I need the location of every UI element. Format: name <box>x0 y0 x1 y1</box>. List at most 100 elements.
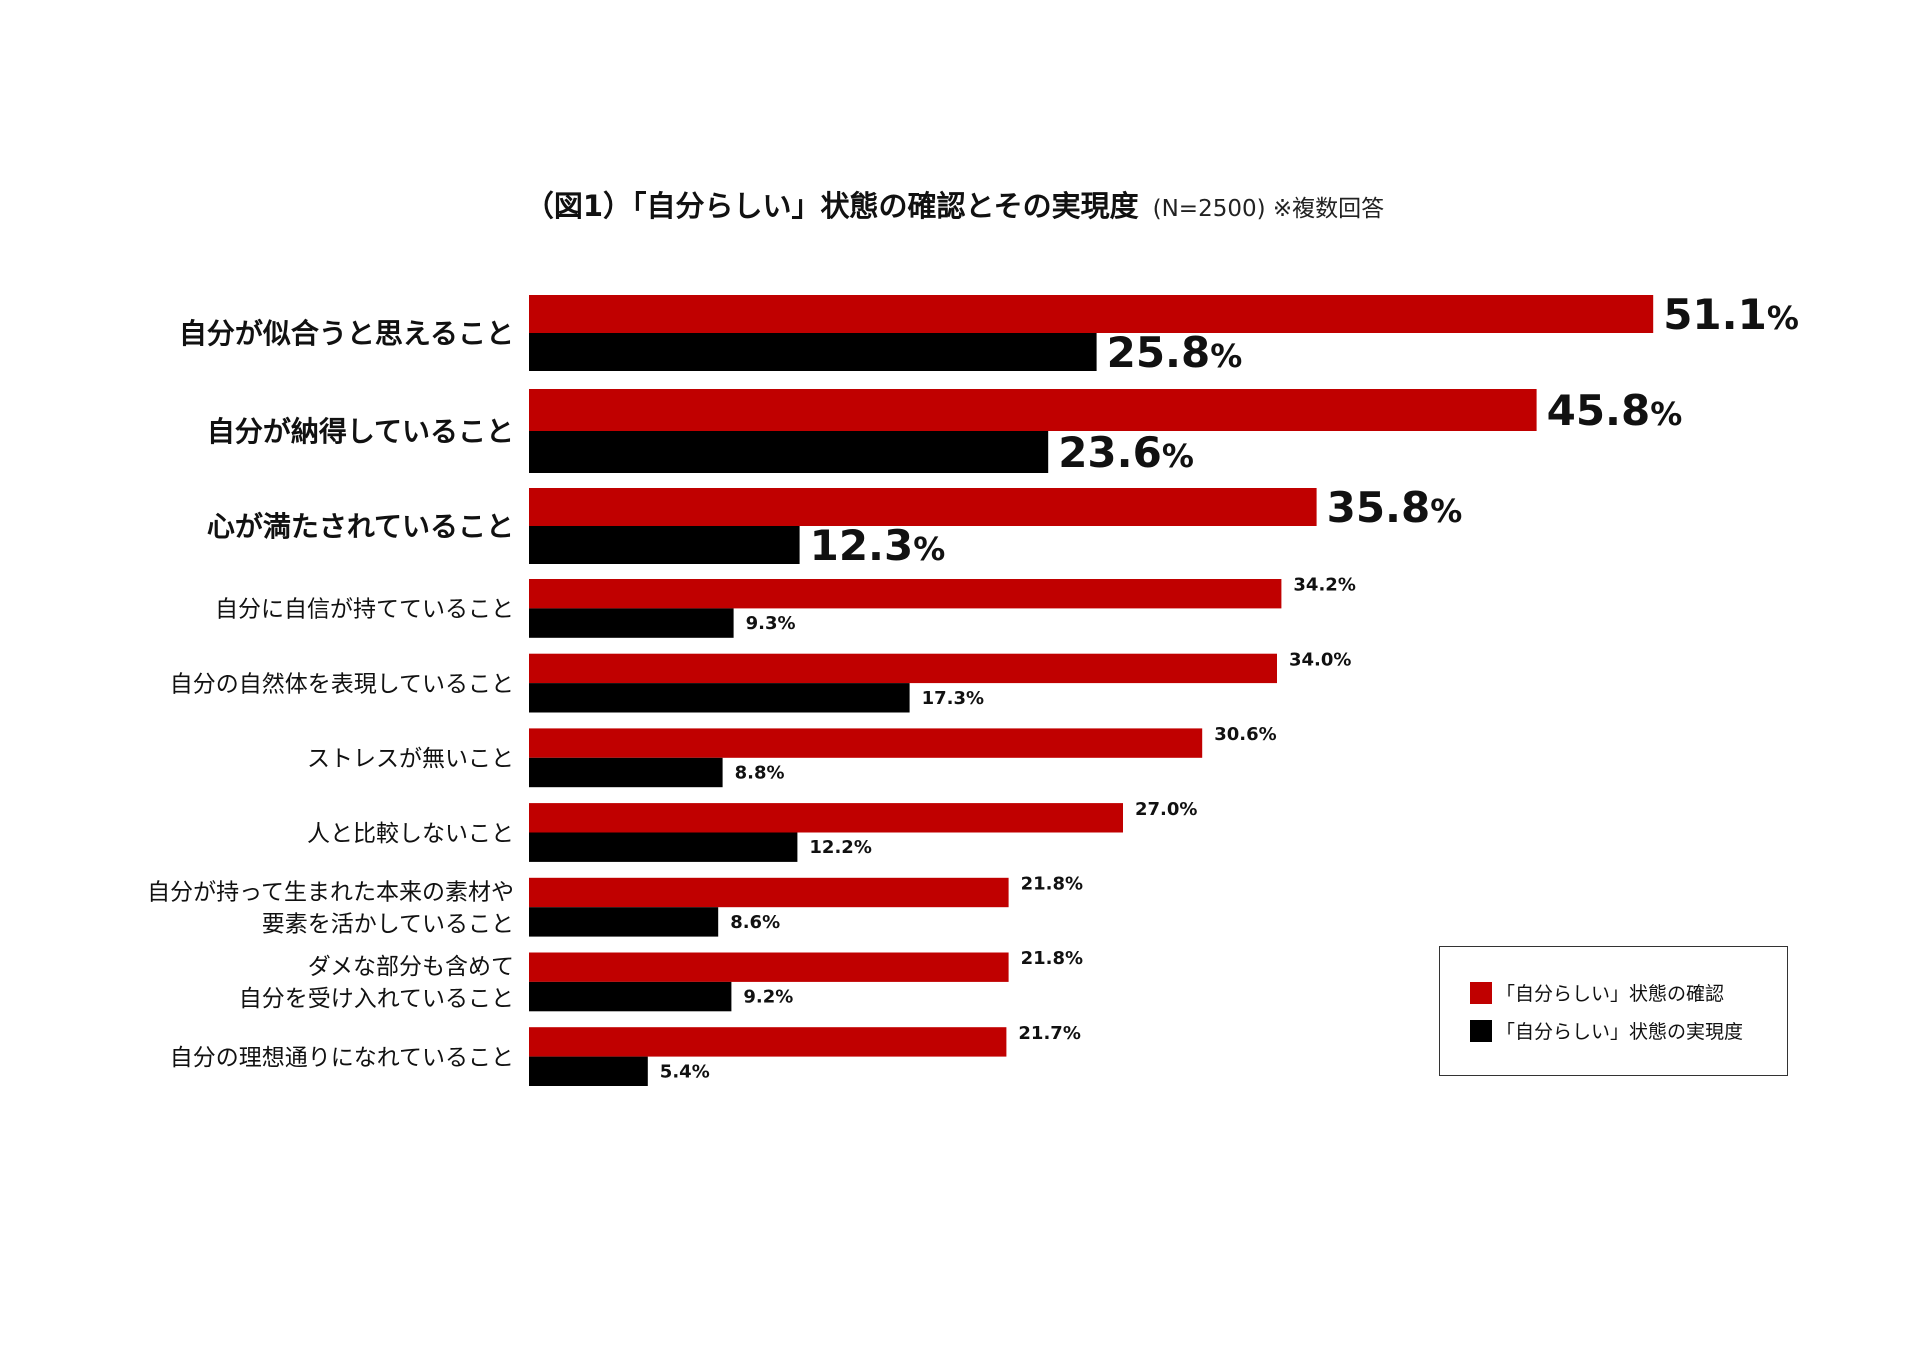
category-label: 自分が持って生まれた本来の素材や <box>147 879 514 905</box>
data-label: 5.4% <box>660 1061 710 1082</box>
bar-confirm <box>529 295 1654 333</box>
data-label-unit: % <box>1063 1023 1081 1044</box>
data-label-value: 34.0 <box>1289 649 1333 670</box>
data-label-unit: % <box>913 530 945 568</box>
bar-realization <box>529 608 734 638</box>
legend: 「自分らしい」状態の確認 「自分らしい」状態の実現度 <box>1439 946 1788 1076</box>
bar-confirm <box>529 803 1123 833</box>
data-label: 23.6% <box>1058 428 1194 477</box>
data-label-unit: % <box>1162 437 1194 475</box>
data-label-unit: % <box>1767 299 1799 337</box>
data-label: 17.3% <box>922 688 984 709</box>
data-label-value: 34.2 <box>1293 575 1337 596</box>
data-label-unit: % <box>1259 724 1277 745</box>
category-label: 自分に自信が持てていること <box>215 597 514 623</box>
category-label: 心が満たされていること <box>207 510 514 543</box>
data-label-value: 21.8 <box>1021 948 1065 969</box>
category-label: ダメな部分も含めて <box>308 954 514 980</box>
data-label-value: 5.4 <box>660 1061 692 1082</box>
data-label-value: 45.8 <box>1547 386 1651 435</box>
bar-confirm <box>529 728 1203 758</box>
data-label-value: 9.2 <box>743 987 775 1008</box>
data-label: 12.3% <box>810 521 946 570</box>
data-label-value: 12.2 <box>809 837 853 858</box>
data-label-unit: % <box>1065 948 1083 969</box>
category-label: 自分が似合うと思えること <box>179 317 514 350</box>
data-label: 9.2% <box>743 987 793 1008</box>
data-label-value: 25.8 <box>1107 328 1211 377</box>
legend-swatch-red <box>1470 981 1492 1004</box>
data-label-unit: % <box>1065 874 1083 895</box>
bar-realization <box>529 683 910 713</box>
bar-realization <box>529 832 798 862</box>
category-label: 自分の理想通りになれていること <box>170 1045 514 1071</box>
bar-confirm <box>529 579 1282 609</box>
data-label-value: 8.8 <box>735 763 767 784</box>
bar-realization <box>529 1056 648 1086</box>
data-label-value: 30.6 <box>1214 724 1258 745</box>
data-label-unit: % <box>1338 575 1356 596</box>
data-label-unit: % <box>1430 492 1462 530</box>
legend-label: 「自分らしい」状態の確認 <box>1496 983 1725 1005</box>
chart-title-block: （図1）「自分らしい」状態の確認とその実現度 (N=2500) ※複数回答 <box>0 183 1909 225</box>
data-label-value: 35.8 <box>1327 483 1431 532</box>
bar-realization <box>529 757 723 788</box>
data-label-unit: % <box>1210 337 1242 375</box>
bar-realization <box>529 981 732 1012</box>
bar-confirm <box>529 389 1537 431</box>
bar-realization <box>529 907 719 937</box>
bar-confirm <box>529 952 1009 982</box>
data-label-value: 23.6 <box>1058 428 1162 477</box>
category-label: 要素を活かしていること <box>262 911 514 937</box>
data-label: 30.6% <box>1214 724 1276 745</box>
data-label-value: 12.3 <box>810 521 914 570</box>
legend-item-realization: 「自分らしい」状態の実現度 <box>1470 1017 1743 1044</box>
data-label: 21.8% <box>1021 874 1083 895</box>
data-label: 21.8% <box>1021 948 1083 969</box>
bar-confirm <box>529 488 1317 526</box>
data-label: 8.6% <box>730 912 780 933</box>
legend-item-confirm: 「自分らしい」状態の確認 <box>1470 979 1724 1006</box>
data-label-unit: % <box>1333 649 1351 670</box>
bar-realization <box>529 526 800 564</box>
data-label: 27.0% <box>1135 799 1197 820</box>
bar-confirm <box>529 1027 1007 1057</box>
category-label: 人と比較しないこと <box>307 821 514 847</box>
data-label-value: 27.0 <box>1135 799 1179 820</box>
data-label-unit: % <box>966 688 984 709</box>
data-label-value: 9.3 <box>746 613 778 634</box>
legend-label: 「自分らしい」状態の実現度 <box>1496 1021 1744 1043</box>
bar-realization <box>529 431 1049 473</box>
data-label-value: 8.6 <box>730 912 762 933</box>
data-label-unit: % <box>854 837 872 858</box>
category-label: 自分が納得していること <box>207 415 514 448</box>
data-label-value: 21.8 <box>1021 874 1065 895</box>
data-label: 35.8% <box>1327 483 1463 532</box>
category-label: 自分の自然体を表現していること <box>170 671 514 697</box>
data-label-unit: % <box>762 912 780 933</box>
data-label: 34.0% <box>1289 649 1351 670</box>
category-label: 自分を受け入れていること <box>239 986 514 1012</box>
data-label-value: 51.1 <box>1663 290 1767 339</box>
chart-title: （図1）「自分らしい」状態の確認とその実現度 <box>524 189 1139 223</box>
data-label: 25.8% <box>1107 328 1243 377</box>
legend-swatch-black <box>1470 1019 1492 1042</box>
chart-subtitle: (N=2500) ※複数回答 <box>1152 196 1385 222</box>
data-label-unit: % <box>777 613 795 634</box>
data-label-value: 17.3 <box>922 688 966 709</box>
data-label: 21.7% <box>1018 1023 1080 1044</box>
data-label: 45.8% <box>1547 386 1683 435</box>
data-label: 34.2% <box>1293 575 1355 596</box>
bar-confirm <box>529 653 1277 684</box>
data-label: 9.3% <box>746 613 796 634</box>
data-label-unit: % <box>1179 799 1197 820</box>
data-label-unit: % <box>692 1061 710 1082</box>
category-label: ストレスが無いこと <box>307 746 514 772</box>
data-label: 12.2% <box>809 837 871 858</box>
data-label-unit: % <box>1650 395 1682 433</box>
data-label-unit: % <box>766 763 784 784</box>
data-label-value: 21.7 <box>1018 1023 1062 1044</box>
data-label: 51.1% <box>1663 290 1799 339</box>
bar-confirm <box>529 877 1009 908</box>
